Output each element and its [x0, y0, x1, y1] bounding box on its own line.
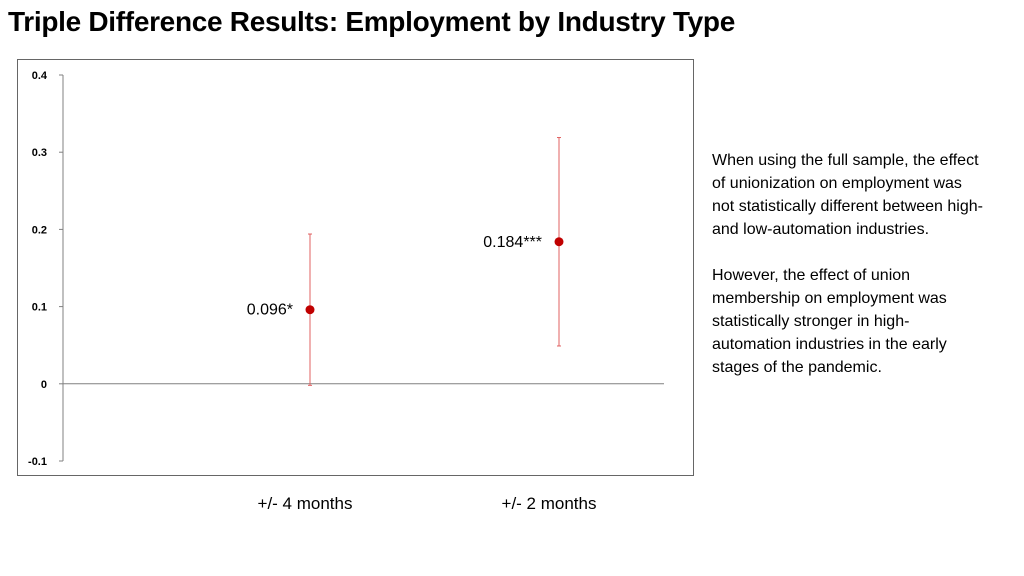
- y-tick-label: -0.1: [28, 456, 47, 468]
- y-tick-label: 0.4: [32, 70, 48, 82]
- chart-frame: 0.4 0.3 0.2 0.1 0 -0.1 0.096* 0.184***: [17, 59, 694, 476]
- y-tick-label: 0.3: [32, 147, 47, 159]
- chart-plot: 0.4 0.3 0.2 0.1 0 -0.1 0.096* 0.184***: [28, 70, 664, 468]
- x-category-label: +/- 2 months: [501, 494, 597, 513]
- annotation-text: When using the full sample, the effect o…: [712, 149, 984, 402]
- y-tick-label: 0.2: [32, 224, 47, 236]
- annotation-paragraph: When using the full sample, the effect o…: [712, 152, 983, 238]
- page-title: Triple Difference Results: Employment by…: [8, 6, 736, 37]
- data-point: [305, 305, 315, 315]
- data-point: [554, 237, 564, 247]
- y-tick-label: 0.1: [32, 302, 47, 314]
- data-label: 0.184***: [483, 234, 542, 251]
- data-label: 0.096*: [247, 302, 293, 319]
- annotation-paragraph: However, the effect of union membership …: [712, 267, 947, 376]
- y-tick-label: 0: [41, 379, 47, 391]
- x-category-label: +/- 4 months: [257, 494, 353, 513]
